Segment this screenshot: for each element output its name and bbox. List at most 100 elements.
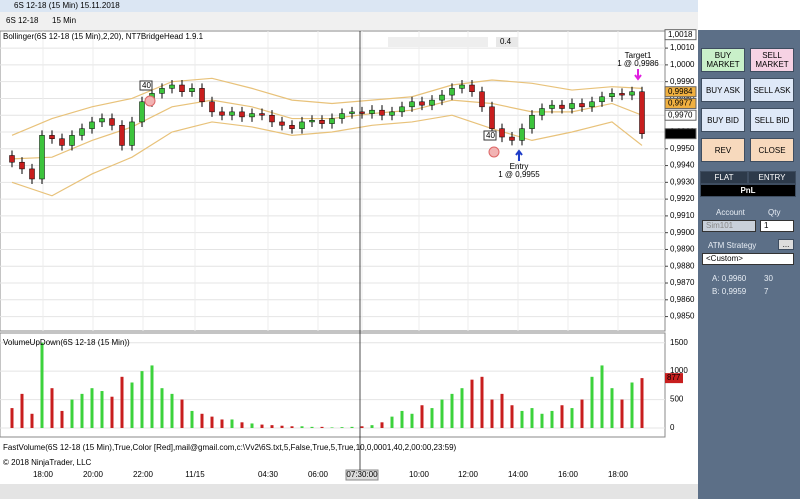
candle-body (169, 84, 175, 89)
instrument[interactable]: 6S 12-18 (6, 16, 39, 25)
volume-bar (10, 408, 14, 428)
volume-bar (200, 413, 204, 428)
candle-body (19, 161, 25, 170)
volume-bar (440, 399, 444, 428)
candle-body (79, 128, 85, 136)
candle-body (389, 111, 395, 116)
candle-body (299, 121, 305, 129)
toolbar (0, 12, 698, 30)
volume-bar (430, 408, 434, 428)
volume-bar (90, 388, 94, 428)
x-tick-label: 16:00 (558, 470, 579, 479)
volume-bar (370, 425, 374, 428)
y-tick-label: 0,9900 (670, 228, 695, 237)
order-button[interactable]: SELL ASK (750, 78, 794, 102)
order-button[interactable]: SELL MARKET (750, 48, 794, 72)
tag-box (483, 130, 497, 141)
bollinger-lower (11, 114, 643, 197)
volume-bar (600, 365, 604, 428)
candle-body (199, 88, 205, 103)
candle-body (89, 121, 95, 129)
candle-body (429, 99, 435, 106)
volume-bar (120, 376, 124, 428)
candle-body (499, 128, 505, 138)
y-tick-label: 1500 (670, 338, 688, 347)
candle-body (279, 121, 285, 126)
volume-bar (590, 376, 594, 428)
y-tick-label: 1000 (670, 366, 688, 375)
volume-bar (170, 393, 174, 428)
target-arrow (634, 69, 642, 81)
volume-bar (410, 413, 414, 428)
volume-bar (110, 396, 114, 428)
candle-body (339, 113, 345, 119)
price-marker-label: 0,9984 (668, 87, 693, 96)
volume-bar (260, 424, 264, 428)
volume-bar (100, 391, 104, 428)
volume-bar (380, 422, 384, 428)
interval[interactable]: 15 Min (52, 16, 76, 25)
tab-button[interactable]: ENTRY (748, 171, 796, 184)
candle-body (379, 109, 385, 116)
volume-bar (460, 388, 464, 428)
ask-size: 30 (764, 274, 773, 283)
y-tick-label: 0,9890 (670, 245, 695, 254)
order-button[interactable]: REV (701, 138, 745, 162)
volume-bar (140, 371, 144, 428)
target-fill: 1 @ 0,9986 (617, 59, 659, 68)
x-tick-label: 07:30:00 (346, 470, 378, 479)
candle-body (209, 101, 215, 113)
tag: 40 (142, 81, 151, 90)
volume-bar (500, 393, 504, 428)
order-button[interactable]: BUY MARKET (701, 48, 745, 72)
candle-body (509, 136, 515, 141)
order-button[interactable]: CLOSE (750, 138, 794, 162)
order-button[interactable]: SELL BID (750, 108, 794, 132)
candle-body (289, 125, 295, 129)
volume-bar (270, 425, 274, 428)
x-tick-label: 22:00 (133, 470, 154, 479)
candle-body (569, 103, 575, 109)
window-title: 6S 12-18 (15 Min) 15.11.2018 (14, 1, 120, 10)
indicator-label: Bollinger(6S 12-18 (15 Min),2,20), NT7Br… (3, 32, 204, 41)
candle-body (629, 91, 635, 96)
x-tick-label: 18:00 (33, 470, 54, 479)
qty-input[interactable]: 1 (760, 220, 794, 232)
volume-bar (450, 393, 454, 428)
volume-bar (230, 419, 234, 428)
candle-body (559, 104, 565, 109)
y-tick-label: 0,9940 (670, 161, 695, 170)
volume-bar (550, 410, 554, 428)
scrollbar[interactable] (0, 484, 698, 499)
volume-bar (130, 382, 134, 428)
order-button[interactable]: BUY BID (701, 108, 745, 132)
y-tick-label: 0,9910 (670, 211, 695, 220)
order-button[interactable]: BUY ASK (701, 78, 745, 102)
atm-button[interactable]: ... (778, 239, 794, 250)
volume-bar (80, 393, 84, 428)
volume-bar (40, 342, 44, 428)
price-marker-label: 0,9959 (668, 129, 693, 138)
x-tick-label: 18:00 (608, 470, 629, 479)
account-select[interactable]: Sim101 (702, 220, 756, 232)
candle-body (459, 84, 465, 89)
candle-body (589, 101, 595, 108)
volume-bar (70, 399, 74, 428)
y-tick-label: 0 (670, 423, 675, 432)
tab-button[interactable]: FLAT (700, 171, 748, 184)
candle-body (419, 101, 425, 106)
bollinger-upper (11, 77, 643, 136)
x-tick-label: 04:30 (258, 470, 279, 479)
candle-body (369, 109, 375, 114)
volume-bar (620, 399, 624, 428)
volume-bar (300, 426, 304, 428)
volume-bar (210, 416, 214, 428)
volume-bar (390, 416, 394, 428)
atm-select[interactable]: <Custom> (702, 253, 794, 265)
tag-box (139, 80, 153, 91)
candle-body (179, 84, 185, 92)
y-tick-label: 1,0000 (670, 60, 695, 69)
price-marker (664, 109, 697, 121)
title-bar (0, 0, 698, 12)
